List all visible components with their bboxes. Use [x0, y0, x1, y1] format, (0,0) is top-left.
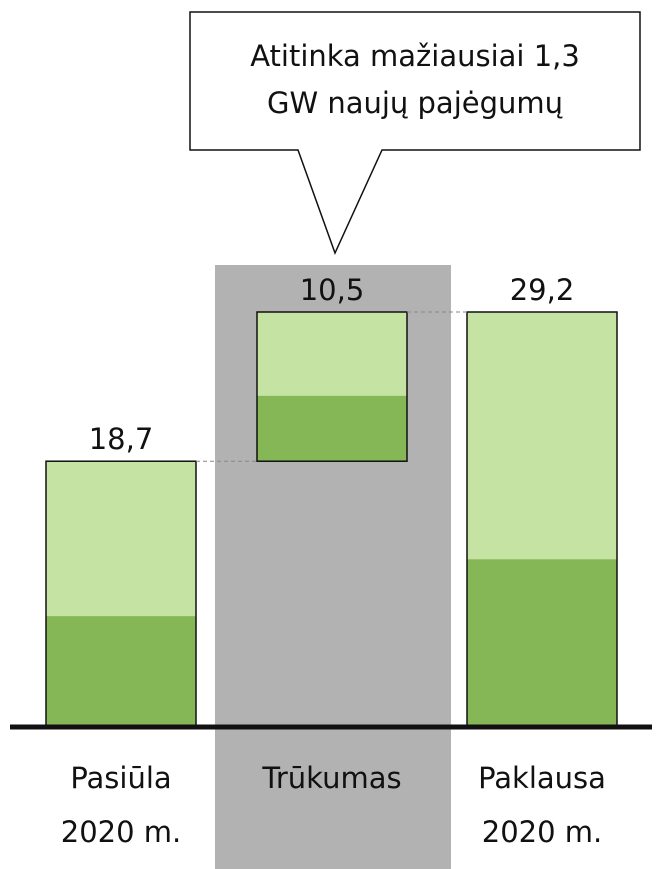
bar-dark-1	[46, 616, 196, 727]
bar-dark-2	[257, 395, 407, 462]
callout-line-2: GW naujų pajėgumų	[267, 86, 563, 120]
category-label-1-line-2: 2020 m.	[61, 815, 182, 849]
category-label-2-line-1: Trūkumas	[261, 761, 401, 795]
callout-bubble	[189, 11, 641, 255]
category-label-3-line-1: Paklausa	[478, 761, 606, 795]
value-label-3: 29,2	[510, 273, 575, 307]
bar-outline-2	[256, 311, 408, 462]
value-label-2: 10,5	[300, 273, 365, 307]
bar-dark-3	[467, 559, 617, 727]
callout: Atitinka mažiausiai 1,3 GW naujų pajėgum…	[189, 11, 641, 255]
value-label-1: 18,7	[89, 422, 154, 456]
category-label-1-line-1: Pasiūla	[70, 761, 171, 795]
category-label-3-line-2: 2020 m.	[482, 815, 603, 849]
callout-line-1: Atitinka mažiausiai 1,3	[250, 39, 580, 73]
